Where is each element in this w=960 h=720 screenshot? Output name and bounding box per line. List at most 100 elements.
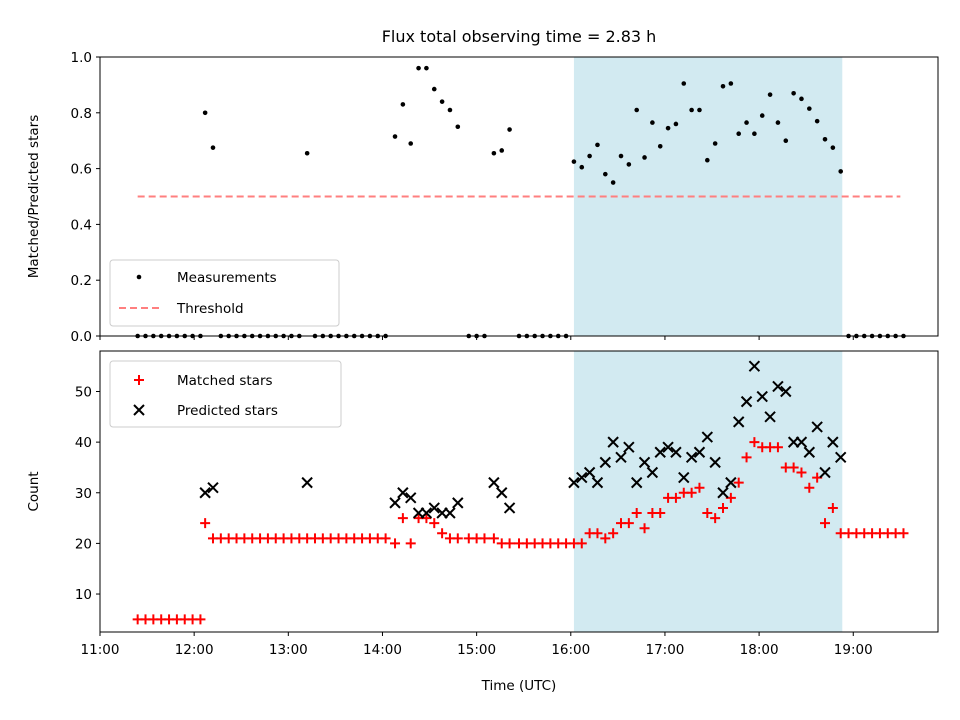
data-point (610, 180, 616, 185)
data-point (804, 482, 815, 493)
data-point (752, 131, 757, 137)
legend-marker-matched (134, 375, 144, 385)
data-point (650, 120, 655, 125)
data-point (615, 451, 627, 464)
x-tick-label: 18:00 (740, 642, 779, 658)
x-tick-label: 11:00 (81, 642, 120, 658)
data-point (607, 436, 619, 448)
x-tick-label: 19:00 (834, 642, 873, 658)
data-point (200, 518, 211, 529)
data-point (665, 125, 671, 131)
bottom-panel: 11:00 12:00 13:00 14:00 15:00 16:00 17:00 18:00… (26, 350, 939, 658)
data-point (591, 476, 604, 489)
data-point (202, 110, 208, 116)
data-point (408, 141, 414, 146)
data-point (600, 533, 611, 544)
data-point (718, 502, 729, 513)
data-point (646, 466, 659, 479)
data-point (595, 142, 600, 148)
data-point (694, 482, 705, 493)
data-point (452, 533, 463, 544)
data-point (642, 155, 647, 160)
series-predicted-stars (199, 360, 847, 519)
y-tick-label: 20 (75, 536, 92, 552)
data-point (827, 436, 839, 448)
data-point (631, 508, 642, 519)
x-tick-label: 17:00 (645, 642, 684, 658)
y-axis-label: Matched/Predicted stars (26, 115, 42, 278)
y-tick-label: 0.6 (71, 162, 92, 178)
series-measurements (135, 65, 906, 339)
shaded-interval (573, 351, 843, 632)
data-point (507, 127, 512, 132)
data-point (681, 81, 687, 86)
data-point (741, 452, 752, 463)
y-tick-label: 50 (75, 385, 92, 401)
data-point (603, 171, 608, 177)
data-point (420, 507, 433, 519)
data-point (608, 528, 619, 539)
data-point (439, 99, 445, 104)
data-point (764, 411, 776, 423)
data-point (491, 150, 497, 156)
data-point (447, 107, 453, 113)
data-point (767, 92, 773, 97)
data-point (803, 446, 816, 458)
data-point (702, 508, 713, 519)
x-tick-label: 16:00 (551, 642, 590, 658)
data-point (488, 476, 500, 489)
data-point (405, 538, 416, 549)
data-point (634, 107, 639, 113)
data-point (657, 143, 663, 149)
data-point (431, 86, 437, 92)
data-point (504, 538, 515, 549)
legend-label: Threshold (176, 301, 244, 317)
data-point (799, 96, 804, 102)
data-point (207, 481, 219, 494)
data-point (496, 487, 508, 499)
y-tick-label: 0.0 (71, 329, 92, 345)
data-point (795, 436, 808, 448)
data-point (834, 451, 847, 464)
data-point (623, 518, 634, 529)
x-tick-label: 14:00 (363, 642, 402, 658)
data-point (503, 502, 516, 514)
data-point (210, 145, 216, 150)
data-point (772, 380, 784, 393)
data-point (759, 113, 765, 118)
data-point (756, 390, 768, 403)
data-point (639, 523, 650, 534)
axes-frame (99, 56, 939, 337)
legend-label: Predicted stars (177, 403, 278, 419)
data-point (654, 446, 666, 458)
data-point (732, 416, 745, 428)
data-point (576, 471, 588, 484)
data-point (838, 169, 844, 174)
data-point (814, 118, 820, 124)
data-point (720, 83, 726, 89)
data-point (397, 487, 409, 499)
data-point (693, 446, 706, 458)
data-point (579, 164, 585, 170)
y-tick-label: 0.2 (71, 273, 92, 289)
data-point (772, 442, 783, 453)
shaded-interval (573, 57, 843, 336)
data-point (400, 102, 406, 107)
data-point (424, 65, 429, 71)
x-tick-label: 15:00 (457, 642, 496, 658)
data-point (725, 476, 737, 489)
data-point (898, 528, 909, 539)
data-point (392, 134, 398, 139)
y-tick-label: 10 (75, 587, 92, 603)
data-point (576, 538, 587, 549)
data-point (783, 138, 789, 143)
data-point (455, 124, 461, 130)
data-point (416, 65, 421, 71)
data-point (728, 81, 734, 86)
data-point (587, 153, 592, 159)
data-point (479, 533, 490, 544)
data-point (662, 441, 674, 453)
data-point (748, 360, 761, 372)
data-point (452, 497, 464, 509)
